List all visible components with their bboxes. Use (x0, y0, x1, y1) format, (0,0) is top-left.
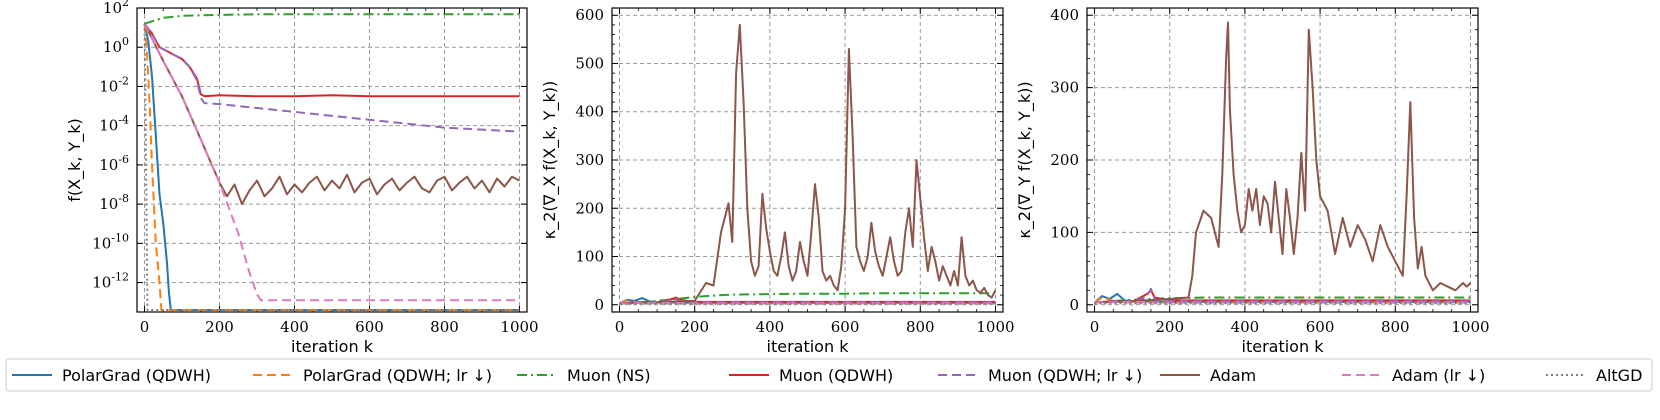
y-axis-label: κ_2(∇_Y f(X_k, Y_k)) (1015, 81, 1035, 238)
y-axis-label: f(X_k, Y_k) (65, 118, 85, 202)
y-tick-label: 10-12 (92, 271, 129, 292)
legend-label: Muon (QDWH; lr ↓) (988, 366, 1142, 385)
series-line-polargrad-qdwh-lr- (143, 23, 520, 311)
x-tick-label: 1000 (500, 318, 538, 336)
y-tick-label: 600 (575, 6, 604, 24)
y-tick-label: 0 (594, 296, 604, 314)
x-tick-label: 200 (1155, 318, 1184, 336)
y-tick-label: 10-2 (99, 74, 129, 95)
x-axis-label: iteration k (1242, 337, 1325, 356)
series-line-altgd (143, 23, 520, 311)
x-tick-label: 600 (355, 318, 384, 336)
legend-label: PolarGrad (QDWH; lr ↓) (303, 366, 492, 385)
y-tick-label: 10-4 (99, 114, 129, 135)
x-tick-label: 0 (615, 318, 625, 336)
y-tick-label: 10-6 (99, 153, 129, 174)
legend-label: AltGD (1596, 366, 1642, 385)
y-tick-label: 102 (103, 0, 129, 17)
chart-panel-3: 0 200 400 600 800 10000100200300400iteration … (1015, 6, 1490, 356)
x-axis-label: iteration k (767, 337, 850, 356)
x-tick-label: 800 (430, 318, 459, 336)
y-tick-label: 300 (1050, 79, 1079, 97)
legend-label: Adam (lr ↓) (1392, 366, 1485, 385)
y-tick-label: 100 (103, 35, 129, 56)
chart-panel-2: 0 200 400 600 800 10000100200300400500600iter… (540, 6, 1015, 356)
y-tick-label: 10-10 (92, 231, 129, 252)
y-tick-label: 200 (1050, 151, 1079, 169)
series-line-adam (619, 23, 997, 305)
series-line-adam-lr- (143, 23, 520, 302)
x-tick-label: 200 (680, 318, 709, 336)
legend: PolarGrad (QDWH) PolarGrad (QDWH; lr ↓) Mu… (5, 358, 1653, 392)
series-line-muon-ns- (144, 13, 520, 25)
plot-frame (136, 7, 528, 313)
y-tick-label: 10-8 (99, 192, 129, 213)
y-tick-label: 400 (575, 103, 604, 121)
x-tick-label: 0 (140, 318, 150, 336)
x-tick-label: 800 (1381, 318, 1410, 336)
series-line-muon-qdwh- (143, 23, 520, 98)
y-tick-label: 500 (575, 54, 604, 72)
series-line-muon-ns- (619, 292, 996, 305)
x-axis-label: iteration k (291, 337, 374, 356)
x-tick-label: 1000 (1451, 318, 1489, 336)
x-tick-label: 400 (1231, 318, 1260, 336)
legend-frame (5, 358, 1653, 392)
y-tick-label: 0 (1069, 296, 1079, 314)
x-tick-label: 1000 (976, 318, 1014, 336)
x-tick-label: 200 (205, 318, 234, 336)
series-line-adam (1094, 21, 1472, 304)
x-tick-label: 400 (756, 318, 785, 336)
y-tick-label: 200 (575, 199, 604, 217)
plot-frame (611, 7, 1004, 313)
x-tick-label: 800 (906, 318, 935, 336)
y-axis-label: κ_2(∇_X f(X_k, Y_k)) (540, 81, 560, 239)
legend-label: Muon (QDWH) (779, 366, 893, 385)
legend-label: PolarGrad (QDWH) (62, 366, 211, 385)
chart-panel-1: 0 200 400 600 800 1000 102 100 10-2 10-4 10-6 10-8 1… (65, 0, 539, 356)
x-tick-label: 400 (280, 318, 309, 336)
y-tick-label: 100 (575, 248, 604, 266)
series-line-polargrad-qdwh- (143, 23, 520, 311)
series-line-muon-qdwh-lr- (143, 23, 520, 133)
series-line-muon-ns- (1094, 296, 1471, 304)
legend-label: Muon (NS) (567, 366, 651, 385)
x-tick-label: 600 (1306, 318, 1335, 336)
y-tick-label: 300 (575, 151, 604, 169)
y-tick-label: 400 (1050, 6, 1079, 24)
legend-label: Adam (1210, 366, 1256, 385)
series-group (1093, 21, 1472, 305)
x-tick-label: 0 (1090, 318, 1100, 336)
series-group (143, 13, 520, 311)
y-tick-label: 100 (1050, 223, 1079, 241)
plot-frame (1086, 7, 1479, 313)
x-tick-label: 600 (831, 318, 860, 336)
series-line-adam (143, 23, 520, 206)
series-group (619, 23, 997, 305)
